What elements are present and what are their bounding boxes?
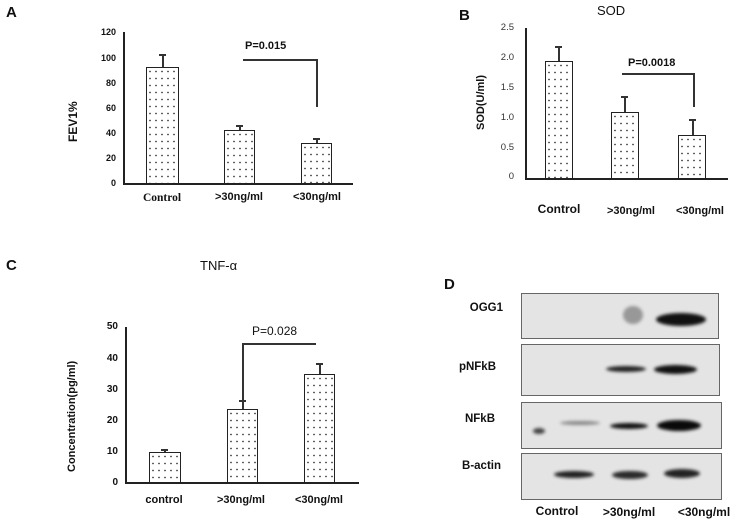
- error-cap-b-lt30: [689, 119, 696, 121]
- x-label-b-lt30: <30ng/ml: [676, 205, 724, 217]
- blot-nfkb: [521, 402, 722, 449]
- lane-label-control: Control: [535, 504, 579, 518]
- significance-drop-c: [242, 343, 244, 401]
- y-tick-b-2.5: 2.5: [500, 22, 514, 33]
- y-tick-c-50: 50: [106, 321, 118, 332]
- band-nfkb-lane0: [533, 428, 545, 434]
- p-value-a: P=0.015: [245, 40, 287, 52]
- y-axis-c: [125, 327, 127, 484]
- panel-letter-d: D: [444, 276, 455, 293]
- band-b-actin-lt30: [664, 469, 700, 478]
- chart-title-b: SOD: [597, 3, 626, 18]
- blot-label-pnfkb: pNFkB: [458, 361, 496, 373]
- error-cap-a-control: [159, 54, 166, 56]
- y-tick-a-80: 80: [105, 78, 116, 88]
- error-bar-c-gt30: [242, 400, 244, 409]
- band-pnfkb-gt30: [606, 366, 646, 372]
- y-tick-c-30: 30: [106, 384, 118, 395]
- band-pnfkb-lt30: [654, 365, 697, 374]
- y-axis-label-b: SOD(U/ml): [475, 75, 487, 130]
- bar-c-gt30: [227, 409, 258, 483]
- y-tick-c-40: 40: [106, 353, 118, 364]
- y-tick-c-10: 10: [106, 446, 118, 457]
- error-cap-c-lt30: [316, 363, 323, 365]
- error-cap-a-lt30: [313, 138, 320, 140]
- error-bar-a-gt30: [239, 125, 241, 130]
- bar-a-lt30: [301, 143, 332, 184]
- y-axis-label-a: FEV1%: [66, 101, 80, 142]
- error-bar-b-control: [558, 46, 560, 61]
- y-tick-b-0: 0: [508, 171, 514, 182]
- chart-title-c: TNF-α: [200, 258, 238, 273]
- y-tick-a-40: 40: [105, 128, 116, 138]
- lane-label-gt30: >30ng/ml: [602, 505, 656, 519]
- error-cap-b-gt30: [621, 96, 628, 98]
- error-bar-a-lt30: [316, 138, 318, 143]
- panel-letter-c: C: [6, 257, 17, 274]
- bar-c-lt30: [304, 374, 335, 483]
- significance-drop-a: [316, 59, 318, 107]
- y-tick-c-0: 0: [112, 477, 118, 488]
- blot-pnfkb: [521, 344, 720, 396]
- bar-b-lt30: [678, 135, 706, 179]
- error-bar-c-control: [164, 449, 166, 452]
- y-tick-c-20: 20: [106, 415, 118, 426]
- y-tick-b-0.5: 0.5: [500, 142, 514, 153]
- y-tick-b-1.5: 1.5: [500, 82, 514, 93]
- x-label-a-lt30: <30ng/ml: [293, 191, 341, 203]
- band-ogg1-gt30: [623, 306, 643, 324]
- y-tick-b-1.0: 1.0: [500, 112, 514, 123]
- y-tick-a-20: 20: [105, 153, 116, 163]
- bar-b-control: [545, 61, 573, 179]
- bar-b-gt30: [611, 112, 639, 179]
- x-label-b-gt30: >30ng/ml: [607, 205, 655, 217]
- x-label-a-control: Control: [142, 192, 182, 204]
- blot-label-nfkb: NFkB: [464, 413, 495, 425]
- blot-ogg1: [521, 293, 719, 339]
- x-label-c-gt30: >30ng/ml: [217, 494, 265, 506]
- x-label-c-control: control: [145, 494, 183, 506]
- significance-line-b: [622, 73, 694, 75]
- error-bar-b-gt30: [624, 96, 626, 112]
- bar-a-control: [146, 67, 179, 184]
- panel-letter-a: A: [6, 4, 17, 21]
- bar-a-gt30: [224, 130, 255, 184]
- band-ogg1-lt30: [656, 313, 706, 326]
- band-nfkb-gt30: [610, 423, 648, 429]
- bar-c-control: [149, 452, 181, 483]
- panel-letter-b: B: [459, 7, 470, 24]
- error-bar-a-control: [162, 54, 164, 67]
- y-axis-a: [123, 32, 125, 184]
- blot-label-ogg1: OGG1: [469, 302, 503, 314]
- band-nfkb-control: [560, 421, 600, 425]
- error-cap-a-gt30: [236, 125, 243, 127]
- x-label-b-control: Control: [537, 202, 581, 216]
- y-axis-label-c: Concentration(pg/ml): [66, 360, 78, 472]
- blot-b-actin: [521, 453, 722, 500]
- y-tick-b-2.0: 2.0: [500, 52, 514, 63]
- error-cap-b-control: [555, 46, 562, 48]
- y-tick-a-120: 120: [100, 27, 116, 37]
- significance-line-a: [243, 59, 317, 61]
- y-tick-a-60: 60: [105, 103, 116, 113]
- p-value-c: P=0.028: [252, 324, 298, 338]
- blot-label-b-actin: B-actin: [462, 460, 501, 472]
- error-cap-c-control: [161, 449, 168, 451]
- x-label-a-gt30: >30ng/ml: [215, 191, 263, 203]
- p-value-b: P=0.0018: [628, 57, 676, 69]
- band-nfkb-lt30: [657, 420, 701, 431]
- error-bar-b-lt30: [692, 119, 694, 135]
- y-tick-a-100: 100: [100, 53, 116, 63]
- x-label-c-lt30: <30ng/ml: [295, 494, 343, 506]
- x-axis-c: [125, 482, 359, 484]
- error-bar-c-lt30: [319, 363, 321, 374]
- y-tick-a-0: 0: [110, 178, 116, 188]
- significance-line-c: [242, 343, 316, 345]
- band-b-actin-control: [554, 471, 594, 478]
- y-axis-b: [525, 28, 527, 179]
- band-b-actin-gt30: [612, 471, 648, 479]
- significance-drop-b: [693, 73, 695, 107]
- lane-label-lt30: <30ng/ml: [677, 505, 731, 519]
